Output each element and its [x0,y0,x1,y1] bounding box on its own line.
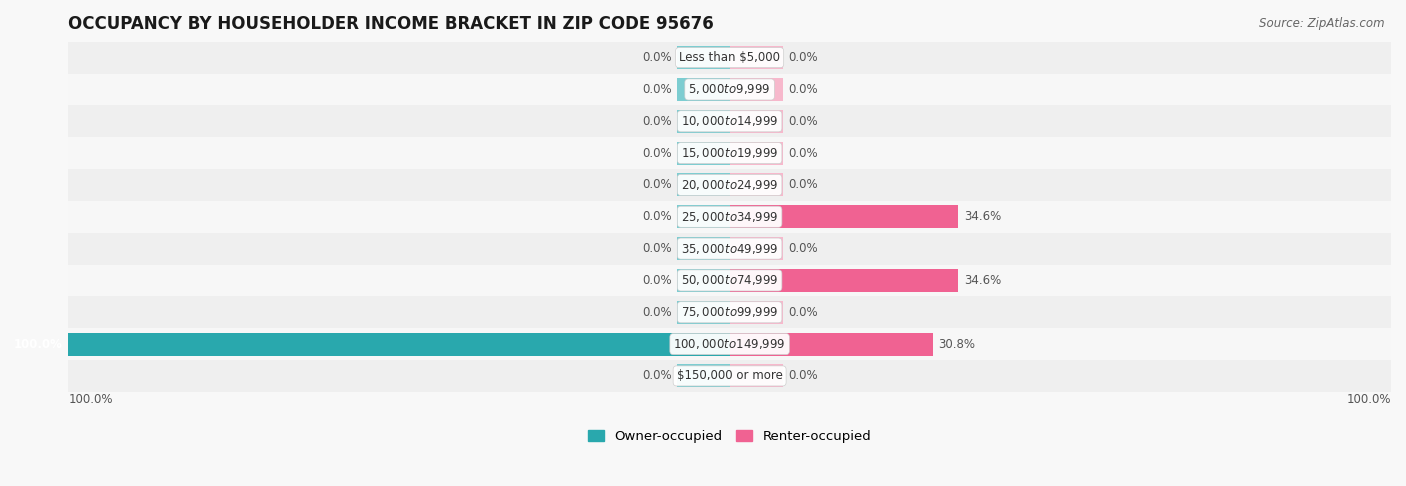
Text: 100.0%: 100.0% [14,338,63,350]
Bar [676,46,730,69]
Text: OCCUPANCY BY HOUSEHOLDER INCOME BRACKET IN ZIP CODE 95676: OCCUPANCY BY HOUSEHOLDER INCOME BRACKET … [69,15,714,33]
Text: 0.0%: 0.0% [641,178,672,191]
Bar [69,137,1391,169]
Text: 0.0%: 0.0% [787,115,817,128]
Text: 0.0%: 0.0% [641,51,672,64]
Text: Source: ZipAtlas.com: Source: ZipAtlas.com [1260,17,1385,30]
Text: $15,000 to $19,999: $15,000 to $19,999 [681,146,779,160]
Bar [676,269,730,292]
Text: 0.0%: 0.0% [641,274,672,287]
Bar [69,105,1391,137]
Text: $35,000 to $49,999: $35,000 to $49,999 [681,242,779,256]
Bar [69,169,1391,201]
Text: 0.0%: 0.0% [641,242,672,255]
Text: $100,000 to $149,999: $100,000 to $149,999 [673,337,786,351]
Text: 0.0%: 0.0% [787,51,817,64]
Bar [69,328,1391,360]
Bar [69,264,1391,296]
Text: $50,000 to $74,999: $50,000 to $74,999 [681,274,779,287]
Text: 0.0%: 0.0% [787,369,817,382]
Text: $5,000 to $9,999: $5,000 to $9,999 [689,83,770,96]
Text: 0.0%: 0.0% [787,83,817,96]
Text: 0.0%: 0.0% [641,306,672,319]
Bar [69,360,1391,392]
Bar [676,78,730,101]
Text: 30.8%: 30.8% [939,338,976,350]
Bar [730,237,783,260]
Bar [676,301,730,324]
Text: 0.0%: 0.0% [641,83,672,96]
Bar [69,201,1391,233]
Text: 0.0%: 0.0% [641,210,672,223]
Bar [730,141,783,165]
Bar [69,73,1391,105]
Bar [676,174,730,196]
Bar [676,141,730,165]
Bar [730,174,783,196]
Bar [730,364,783,387]
Text: 0.0%: 0.0% [787,178,817,191]
Bar [730,46,783,69]
Text: 0.0%: 0.0% [641,369,672,382]
Text: $10,000 to $14,999: $10,000 to $14,999 [681,114,779,128]
Bar [69,233,1391,264]
Bar [676,205,730,228]
Bar [676,110,730,133]
Legend: Owner-occupied, Renter-occupied: Owner-occupied, Renter-occupied [588,430,872,443]
Text: $25,000 to $34,999: $25,000 to $34,999 [681,210,779,224]
Text: $150,000 or more: $150,000 or more [676,369,783,382]
Bar [730,78,783,101]
Text: 0.0%: 0.0% [641,115,672,128]
Bar [730,205,959,228]
Text: 100.0%: 100.0% [1347,394,1391,406]
Text: 100.0%: 100.0% [69,394,112,406]
Bar [69,296,1391,328]
Text: 0.0%: 0.0% [787,242,817,255]
Bar [730,301,783,324]
Text: 0.0%: 0.0% [641,147,672,159]
Text: 0.0%: 0.0% [787,147,817,159]
Bar [676,364,730,387]
Text: 0.0%: 0.0% [787,306,817,319]
Text: $75,000 to $99,999: $75,000 to $99,999 [681,305,779,319]
Text: 34.6%: 34.6% [963,210,1001,223]
Bar [676,237,730,260]
Bar [730,110,783,133]
Bar [730,269,959,292]
Bar [730,332,934,356]
Text: $20,000 to $24,999: $20,000 to $24,999 [681,178,779,192]
Text: 34.6%: 34.6% [963,274,1001,287]
Bar [69,332,730,356]
Text: Less than $5,000: Less than $5,000 [679,51,780,64]
Bar [69,42,1391,73]
